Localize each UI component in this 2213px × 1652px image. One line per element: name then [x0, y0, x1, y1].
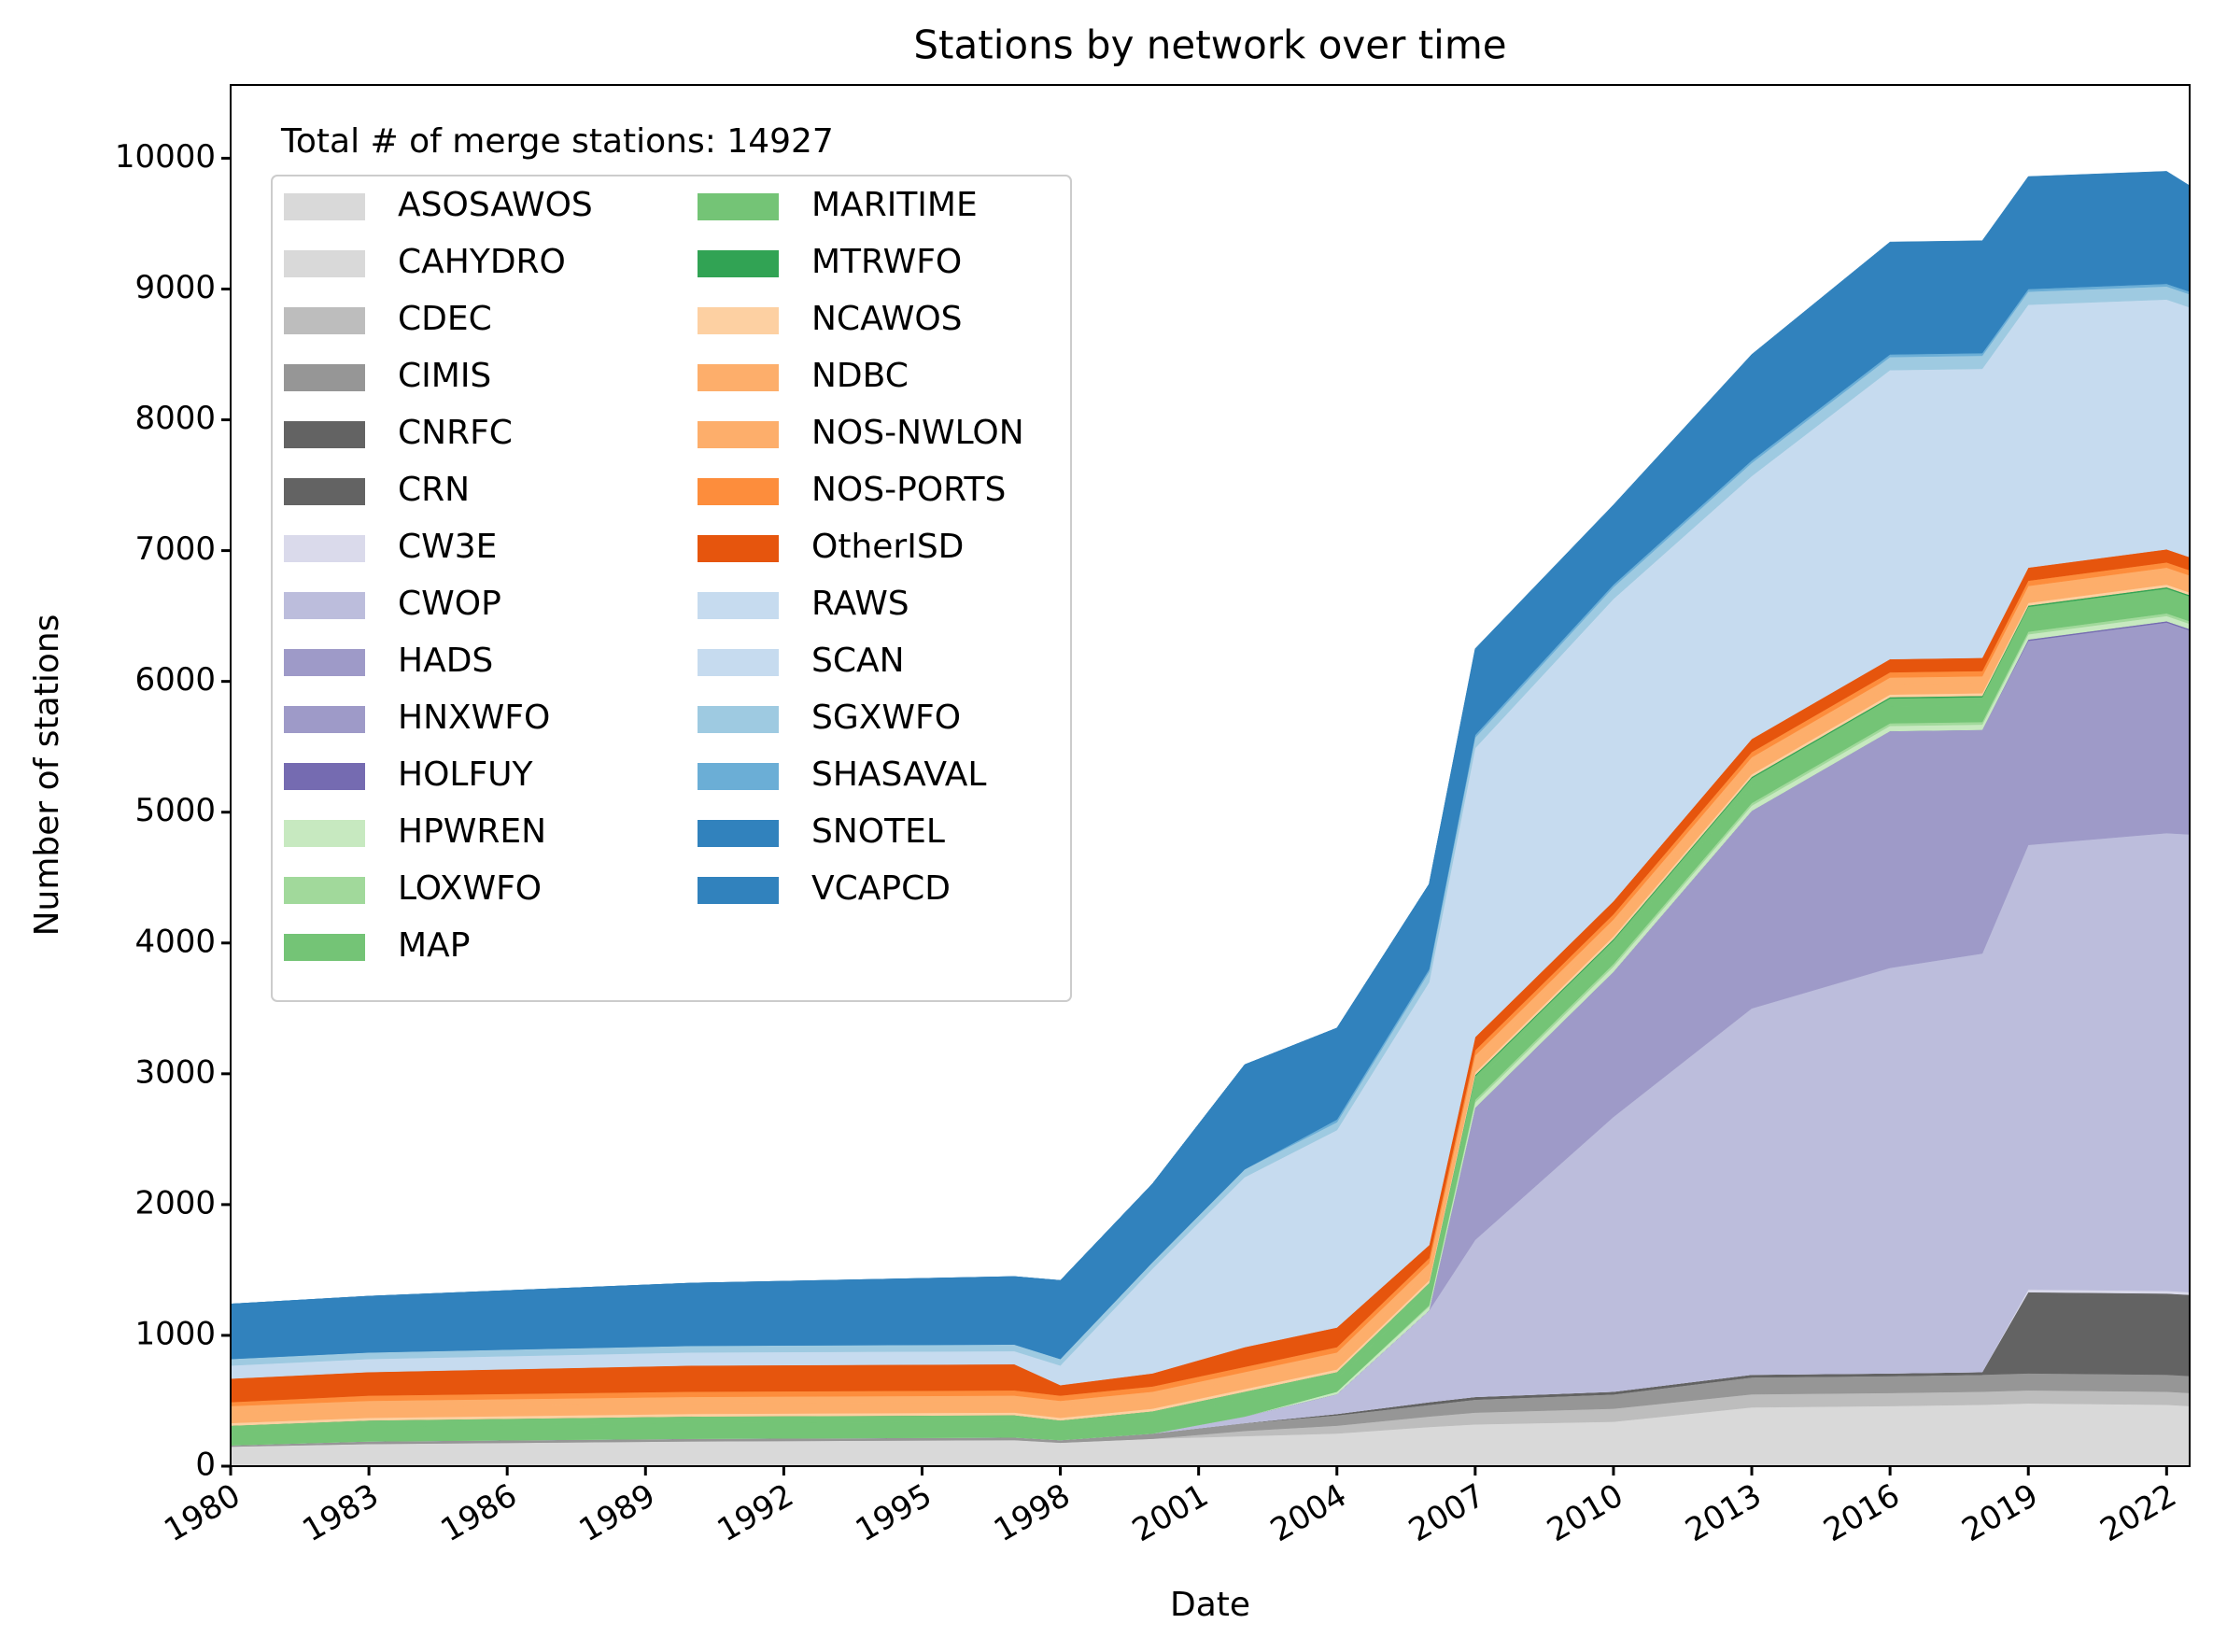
legend-swatch [284, 649, 365, 676]
legend-label: CIMIS [398, 357, 491, 395]
legend-label: HNXWFO [398, 699, 550, 737]
legend-swatch [698, 592, 779, 619]
legend-swatch [284, 535, 365, 562]
legend-label: SCAN [811, 642, 905, 680]
x-tick-label: 1995 [850, 1476, 938, 1549]
legend-swatch [698, 250, 779, 277]
y-tick-label: 5000 [134, 792, 216, 829]
annotation: Total # of merge stations: 14927 [280, 122, 834, 161]
x-tick-label: 2001 [1126, 1476, 1215, 1549]
legend-label: MAP [398, 926, 470, 965]
legend-label: NCAWOS [811, 300, 963, 338]
legend-label: HADS [398, 642, 493, 680]
legend-label: NOS-PORTS [811, 471, 1006, 509]
legend-swatch [284, 706, 365, 733]
x-tick-label: 1983 [296, 1476, 385, 1549]
x-tick-label: 2022 [2094, 1476, 2183, 1549]
x-tick-label: 2007 [1403, 1476, 1491, 1549]
legend-swatch [284, 193, 365, 220]
legend-label: CW3E [398, 528, 497, 566]
legend-swatch [284, 877, 365, 904]
x-axis-label: Date [1170, 1586, 1250, 1624]
x-tick-label: 2016 [1817, 1476, 1906, 1549]
legend-label: CWOP [398, 585, 501, 623]
x-tick-label: 2004 [1264, 1476, 1353, 1549]
legend-label: LOXWFO [398, 869, 542, 908]
x-tick-label: 2019 [1956, 1476, 2045, 1549]
legend-label: MARITIME [811, 186, 978, 224]
legend-swatch [698, 478, 779, 505]
y-tick-label: 9000 [134, 269, 216, 306]
legend-swatch [284, 421, 365, 448]
legend-swatch [284, 820, 365, 847]
legend-swatch [698, 307, 779, 334]
x-tick-label: 1986 [434, 1476, 523, 1549]
y-tick-label: 4000 [134, 923, 216, 960]
legend-swatch [284, 307, 365, 334]
y-tick-label: 3000 [134, 1053, 216, 1091]
legend-label: VCAPCD [811, 869, 951, 908]
x-tick-label: 1998 [988, 1476, 1077, 1549]
legend-label: SHASAVAL [811, 755, 986, 794]
legend-label: NDBC [811, 357, 909, 395]
legend-label: HOLFUY [398, 755, 534, 794]
legend-label: SGXWFO [811, 699, 961, 737]
legend-swatch [284, 934, 365, 961]
y-tick-label: 2000 [134, 1184, 216, 1221]
legend-swatch [698, 820, 779, 847]
plot-frame [230, 84, 2191, 1467]
legend-label: OtherISD [811, 528, 964, 566]
y-tick-label: 7000 [134, 530, 216, 568]
legend-label: CAHYDRO [398, 243, 566, 281]
legend-swatch [284, 250, 365, 277]
legend-swatch [698, 877, 779, 904]
legend-label: CRN [398, 471, 470, 509]
legend-swatch [284, 364, 365, 391]
legend-swatch [698, 649, 779, 676]
legend-swatch [698, 364, 779, 391]
legend-label: CNRFC [398, 414, 513, 452]
legend-frame [271, 175, 1072, 1002]
legend-label: SNOTEL [811, 812, 945, 851]
x-tick-label: 2010 [1541, 1476, 1629, 1549]
legend-label: NOS-NWLON [811, 414, 1024, 452]
y-tick-label: 10000 [115, 138, 216, 176]
x-tick-label: 1989 [573, 1476, 662, 1549]
legend-swatch [284, 478, 365, 505]
legend-swatch [698, 535, 779, 562]
legend-label: CDEC [398, 300, 492, 338]
legend-swatch [698, 763, 779, 790]
x-tick-label: 1992 [712, 1476, 800, 1549]
legend-swatch [698, 193, 779, 220]
legend-label: RAWS [811, 585, 909, 623]
legend-label: ASOSAWOS [398, 186, 593, 224]
legend-swatch [698, 421, 779, 448]
y-tick-label: 8000 [134, 400, 216, 437]
legend-swatch [284, 592, 365, 619]
legend-swatch [284, 763, 365, 790]
legend-label: MTRWFO [811, 243, 962, 281]
legend-swatch [698, 706, 779, 733]
y-axis-label: Number of stations [28, 614, 66, 937]
y-tick-label: 0 [195, 1447, 216, 1484]
legend-label: HPWREN [398, 812, 546, 851]
y-tick-label: 1000 [134, 1315, 216, 1352]
x-tick-label: 1980 [158, 1476, 247, 1549]
y-tick-label: 6000 [134, 661, 216, 699]
x-tick-label: 2013 [1679, 1476, 1768, 1549]
chart-title: Stations by network over time [913, 22, 1506, 68]
